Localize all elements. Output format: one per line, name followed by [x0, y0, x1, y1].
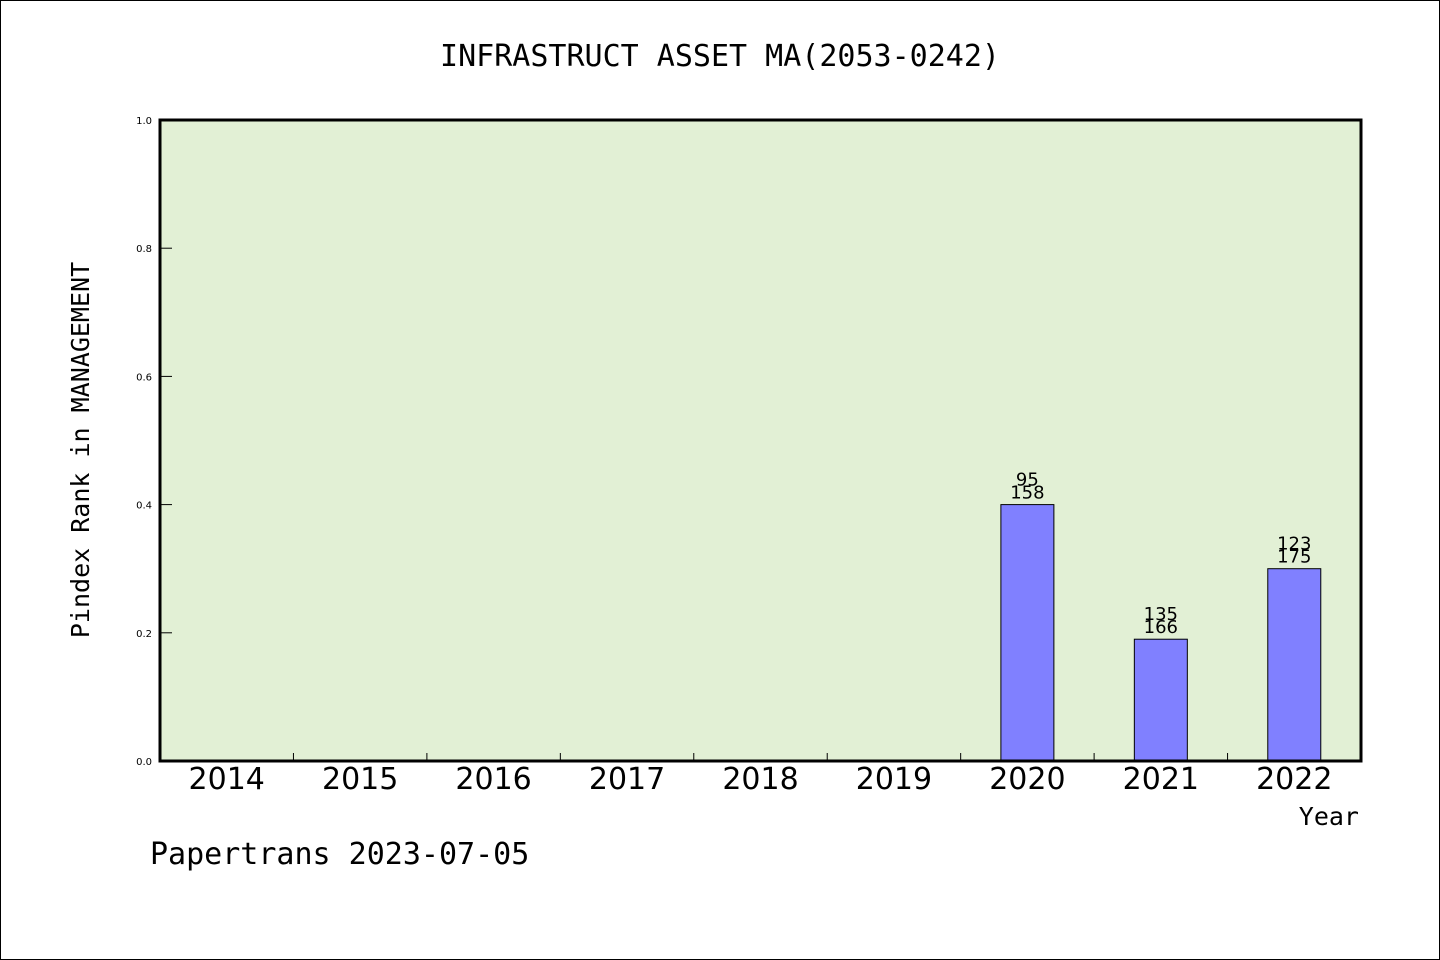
x-tick-label: 2015 [322, 762, 398, 797]
y-tick-label: 0.6 [136, 372, 152, 383]
x-tick-label: 2022 [1256, 762, 1332, 797]
chart-title: INFRASTRUCT ASSET MA(2053-0242) [440, 39, 1000, 74]
bar-2020 [1000, 504, 1055, 762]
x-tick-label: 2014 [189, 762, 265, 797]
plot-border [158, 118, 1363, 763]
bar-2021 [1133, 638, 1188, 762]
x-tick-label: 2018 [722, 762, 798, 797]
bar-label-top: 135 [1144, 604, 1178, 625]
y-tick-label: 1.0 [136, 116, 152, 127]
x-tick-label: 2019 [856, 762, 932, 797]
y-tick-label: 0.8 [136, 244, 152, 255]
y-tick-label: 0.2 [136, 629, 152, 640]
credit-text: Papertrans 2023-07-05 [150, 837, 529, 872]
bar-label-top: 95 [1016, 470, 1039, 491]
bar-2022 [1267, 568, 1322, 762]
x-axis-ticks: 2014 2015 2016 2017 2018 2019 2020 2021 2022 [189, 753, 1332, 797]
x-axis-label: Year [1299, 802, 1359, 831]
x-tick-label: 2021 [1123, 762, 1199, 797]
x-tick-label: 2016 [455, 762, 531, 797]
x-tick-label: 2017 [589, 762, 665, 797]
bar-label-top: 123 [1277, 534, 1311, 555]
bar-label-bottom: 175 [1277, 547, 1311, 568]
y-tick-label: 0.4 [136, 501, 152, 512]
bar-label-bottom: 158 [1010, 483, 1044, 504]
y-axis-label: Pindex Rank in MANAGEMENT [66, 262, 95, 638]
y-tick-label: 0.0 [136, 757, 152, 768]
x-tick-label: 2020 [989, 762, 1065, 797]
bar-label-bottom: 166 [1144, 617, 1178, 638]
